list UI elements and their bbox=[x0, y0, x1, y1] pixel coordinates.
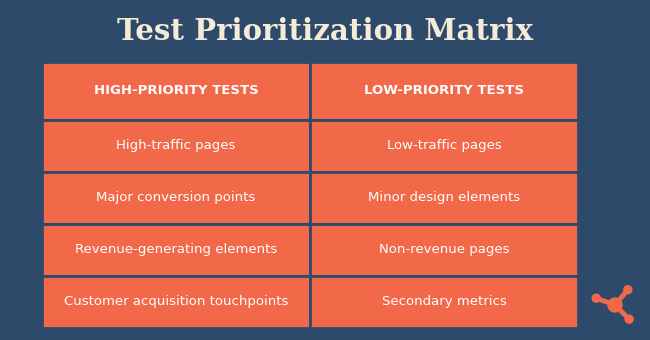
Text: Revenue-generating elements: Revenue-generating elements bbox=[75, 243, 277, 256]
Text: Low-traffic pages: Low-traffic pages bbox=[387, 139, 501, 153]
Bar bbox=[42, 62, 310, 120]
Bar bbox=[42, 276, 310, 328]
Text: Minor design elements: Minor design elements bbox=[368, 191, 520, 204]
Bar bbox=[42, 224, 310, 276]
Bar bbox=[42, 120, 310, 172]
Text: High-traffic pages: High-traffic pages bbox=[116, 139, 236, 153]
Bar bbox=[310, 120, 578, 172]
Bar bbox=[310, 62, 578, 120]
Text: LOW-PRIORITY TESTS: LOW-PRIORITY TESTS bbox=[364, 85, 524, 98]
Circle shape bbox=[625, 315, 633, 323]
Text: HIGH-PRIORITY TESTS: HIGH-PRIORITY TESTS bbox=[94, 85, 259, 98]
Bar bbox=[310, 276, 578, 328]
Circle shape bbox=[624, 286, 632, 294]
Bar bbox=[310, 224, 578, 276]
Circle shape bbox=[608, 298, 622, 312]
Text: Test Prioritization Matrix: Test Prioritization Matrix bbox=[117, 17, 533, 47]
Text: Customer acquisition touchpoints: Customer acquisition touchpoints bbox=[64, 295, 288, 308]
Bar bbox=[310, 172, 578, 224]
Circle shape bbox=[592, 294, 600, 302]
Text: Major conversion points: Major conversion points bbox=[96, 191, 255, 204]
Text: Non-revenue pages: Non-revenue pages bbox=[379, 243, 509, 256]
Bar bbox=[42, 172, 310, 224]
Text: Secondary metrics: Secondary metrics bbox=[382, 295, 506, 308]
